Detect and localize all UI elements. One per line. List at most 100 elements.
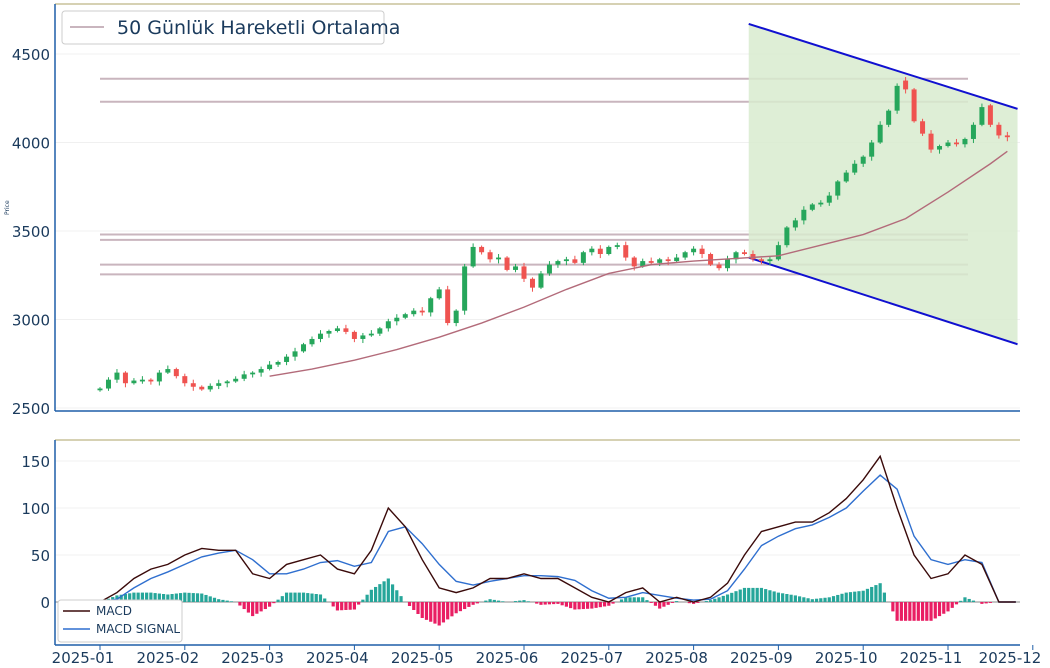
moving-average-line (269, 150, 1008, 377)
macd-histogram-bar (641, 597, 645, 602)
macd-histogram-bar (306, 593, 310, 602)
macd-histogram-bar (238, 602, 242, 606)
macd-histogram-bar (692, 602, 696, 604)
candle-body (606, 246, 612, 255)
macd-histogram-bar (539, 602, 543, 605)
macd-histogram-bar (971, 600, 976, 602)
macd-histogram-bar (289, 592, 293, 602)
macd-histogram-bar (369, 589, 373, 602)
candle-body (521, 266, 527, 279)
macd-histogram-bar (416, 602, 420, 614)
macd-histogram-bar (246, 602, 250, 613)
candle-body (826, 195, 832, 203)
macd-histogram-bar (407, 602, 412, 606)
macd-histogram-bar (734, 591, 738, 602)
macd-histogram-bar (954, 602, 959, 605)
macd-histogram-bar (662, 602, 666, 607)
macd-histogram-bar (374, 586, 378, 602)
macd-histogram-bar (725, 594, 730, 602)
macd-histogram-bar (276, 599, 280, 602)
candle-body (775, 245, 781, 260)
x-tick-label: 2025-08 (645, 649, 708, 667)
x-tick-label: 2025-09 (730, 649, 793, 667)
macd-histogram-bar (361, 599, 365, 602)
moving-average-50 (269, 150, 1008, 377)
macd-y-tick-label: 0 (40, 594, 50, 612)
candle-body (97, 388, 103, 391)
macd-histogram-bar (751, 587, 755, 602)
macd-histogram-bar (984, 602, 988, 604)
macd-histogram-bar (344, 602, 348, 610)
macd-histogram-bar (157, 593, 161, 602)
macd-histogram-bar (793, 595, 797, 602)
candle-body (911, 89, 917, 122)
macd-lines (99, 454, 1016, 603)
candle-body (233, 378, 239, 382)
candle-body (343, 328, 349, 332)
macd-histogram-bar (492, 599, 496, 602)
candle-body (275, 361, 281, 365)
macd-histogram-bar (488, 599, 492, 602)
macd-legend: MACD MACD SIGNAL (57, 599, 183, 643)
candle-body (216, 383, 222, 386)
macd-histogram-bar (772, 591, 776, 602)
price-legend-entry: 50 Günlük Hareketli Ortalama (117, 17, 400, 39)
candle-body (182, 376, 188, 384)
macd-histogram-bar (526, 601, 530, 602)
macd-histogram-bar (229, 601, 234, 602)
macd-histogram-bar (221, 599, 225, 602)
macd-histogram-bar (424, 602, 429, 620)
candle-body (241, 374, 247, 379)
macd-legend-entry-signal: MACD SIGNAL (96, 622, 180, 636)
macd-histogram-bar (547, 602, 552, 605)
candle-body (199, 386, 205, 390)
macd-histogram-bar (577, 602, 581, 610)
macd-y-tick-label: 150 (21, 453, 50, 471)
macd-histogram-bar (717, 597, 721, 602)
candle-body (962, 138, 968, 145)
trend-channel-fill (748, 23, 1018, 345)
macd-histogram-bar (831, 596, 836, 602)
price-legend-box (61, 10, 385, 45)
macd-histogram-bar (916, 602, 920, 621)
macd-grid (55, 460, 1020, 603)
candle-body (368, 333, 374, 336)
macd-histogram-bar (658, 602, 662, 609)
macd-histogram-bar (458, 602, 462, 612)
macd-histogram-bar (454, 602, 458, 614)
macd-histogram-bar (467, 602, 471, 607)
macd-histogram-bar (441, 602, 446, 623)
candle-body (894, 85, 900, 111)
macd-histogram-bar (713, 598, 717, 602)
macd-histogram-bar (484, 600, 488, 602)
macd-histogram-bar (183, 592, 187, 602)
macd-histogram-bar (314, 594, 318, 602)
macd-histogram-bar (297, 592, 301, 602)
price-legend: 50 Günlük Hareketli Ortalama (61, 10, 400, 45)
candle-body (114, 372, 120, 380)
macd-histogram-bar (649, 602, 653, 603)
macd-histogram-bar (802, 597, 806, 602)
macd-histogram-bar (675, 601, 679, 602)
candle-body (691, 248, 697, 253)
macd-histogram-bar (789, 594, 793, 602)
macd-histogram-bar (844, 592, 848, 602)
x-tick-label: 2025-05 (391, 649, 454, 667)
macd-histogram-bar (119, 594, 123, 602)
macd-histogram-bar (632, 597, 636, 602)
candle-body (453, 310, 459, 324)
macd-histogram-bar (848, 592, 853, 602)
macd-histogram-bar (819, 598, 823, 602)
candle-body (360, 335, 366, 339)
candle-body (326, 331, 332, 334)
macd-y-tick-label: 100 (21, 500, 50, 518)
macd-histogram-bar (136, 592, 140, 602)
candle-body (648, 261, 654, 263)
macd-y-ticks: 0 50 100 150 (21, 453, 50, 612)
candle-body (572, 259, 578, 263)
macd-histogram-bar (636, 597, 641, 602)
trend-channel-lower (748, 256, 1018, 346)
macd-histogram-bar (208, 596, 212, 602)
macd-histogram-bar (759, 587, 764, 602)
